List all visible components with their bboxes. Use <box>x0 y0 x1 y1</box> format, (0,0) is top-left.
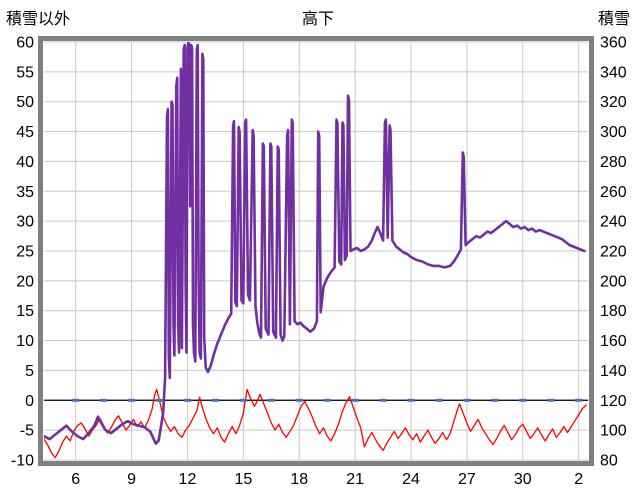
right-axis-tick-label: 120 <box>600 393 627 410</box>
x-axis-tick-label: 24 <box>402 471 420 488</box>
plot-border <box>38 36 594 466</box>
right-axis-tick-label: 80 <box>600 453 618 470</box>
zero-marker <box>351 398 359 402</box>
left-axis-tick-label: 5 <box>25 363 34 380</box>
x-axis-tick-label: 9 <box>127 471 136 488</box>
left-axis-tick-label: 25 <box>16 244 34 261</box>
left-axis-tick-label: 30 <box>16 214 34 231</box>
right-axis-tick-label: 200 <box>600 273 627 290</box>
right-axis-tick-label: 240 <box>600 214 627 231</box>
x-axis-tick-label: 2 <box>574 471 583 488</box>
x-axis-tick-label: 18 <box>290 471 308 488</box>
zero-marker <box>183 398 191 402</box>
right-axis-tick-label: 300 <box>600 124 627 141</box>
zero-marker <box>72 398 80 402</box>
zero-marker <box>128 398 136 402</box>
snow-depth-line <box>44 42 586 445</box>
x-axis-labels: 6 9 12 15 18 21 24 27 30 2 <box>71 471 583 488</box>
x-axis-tick-label: 6 <box>71 471 80 488</box>
zero-marker <box>575 398 583 402</box>
zero-marker <box>519 398 527 402</box>
right-axis-tick-label: 280 <box>600 154 627 171</box>
zero-marker <box>407 398 415 402</box>
left-axis-tick-label: 50 <box>16 94 34 111</box>
right-axis-tick-label: 220 <box>600 244 627 261</box>
x-axis-tick-label: 27 <box>458 471 476 488</box>
right-axis-tick-label: 320 <box>600 94 627 111</box>
right-axis-title: 積雪 <box>597 11 630 28</box>
right-axis-tick-label: 360 <box>600 35 627 52</box>
zero-marker <box>100 398 108 402</box>
zero-markers <box>72 398 583 402</box>
series-group <box>44 42 587 459</box>
zero-marker <box>323 398 331 402</box>
zero-marker <box>435 398 443 402</box>
left-axis-tick-label: -5 <box>20 423 34 440</box>
left-axis-tick-label: 10 <box>16 333 34 350</box>
left-axis-tick-label: 35 <box>16 184 34 201</box>
x-axis-tick-label: 15 <box>234 471 252 488</box>
zero-marker <box>239 398 247 402</box>
zero-marker <box>295 398 303 402</box>
x-axis-tick-label: 21 <box>346 471 364 488</box>
zero-marker <box>547 398 555 402</box>
left-axis-tick-label: 20 <box>16 273 34 290</box>
right-axis-tick-label: 260 <box>600 184 627 201</box>
left-axis-tick-label: 15 <box>16 303 34 320</box>
x-axis-tick-label: 30 <box>514 471 532 488</box>
chart-title: 高下 <box>301 11 334 28</box>
zero-marker <box>379 398 387 402</box>
zero-marker <box>491 398 499 402</box>
right-axis-tick-label: 100 <box>600 423 627 440</box>
zero-marker <box>211 398 219 402</box>
zero-marker <box>463 398 471 402</box>
zero-marker <box>267 398 275 402</box>
x-axis-tick-label: 12 <box>179 471 197 488</box>
right-axis-tick-label: 340 <box>600 64 627 81</box>
left-axis-tick-label: 40 <box>16 154 34 171</box>
right-axis-labels: 360 340 320 300 280 260 240 220 200 180 160 140 120 1… <box>600 35 627 470</box>
left-axis-tick-label: -10 <box>11 453 34 470</box>
zero-marker <box>156 398 164 402</box>
right-axis-tick-label: 160 <box>600 333 627 350</box>
right-axis-tick-label: 140 <box>600 363 627 380</box>
left-axis-title: 積雪以外 <box>6 11 71 28</box>
left-axis-tick-label: 45 <box>16 124 34 141</box>
left-axis-tick-label: 0 <box>25 393 34 410</box>
left-axis-tick-label: 55 <box>16 64 34 81</box>
left-axis-tick-label: 60 <box>16 35 34 52</box>
right-axis-tick-label: 180 <box>600 303 627 320</box>
